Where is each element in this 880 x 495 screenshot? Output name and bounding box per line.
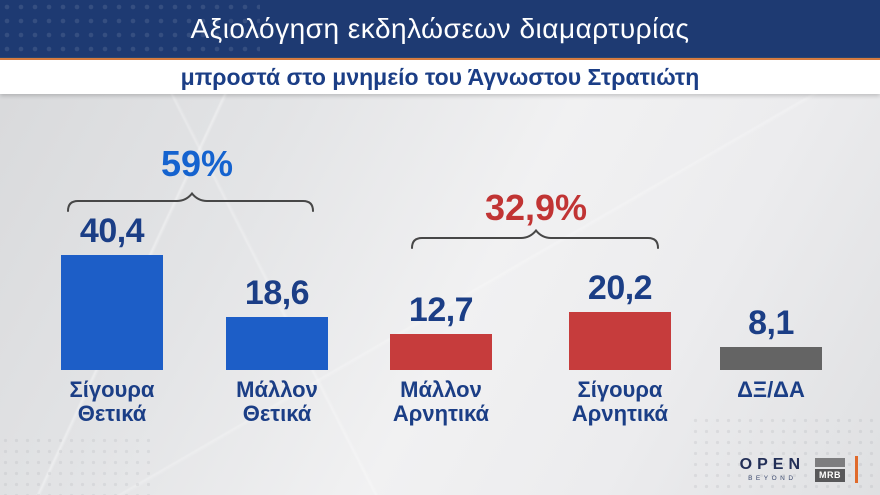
mrb-logo: MRB [815, 457, 845, 482]
bar-column-dxda: 8,1 [689, 306, 853, 370]
category-line: Μάλλον [236, 377, 318, 402]
open-logo-beyond-text: BEYOND [748, 475, 797, 482]
bar-value: 20,2 [587, 269, 653, 307]
category-line: Θετικά [77, 401, 147, 426]
page-title: Αξιολόγηση εκδηλώσεων διαμαρτυρίας [190, 12, 690, 44]
bar-value: 40,4 [79, 212, 145, 250]
bar-column-sigoura-thetika: 40,4 [30, 214, 194, 370]
orange-tick-mark [855, 456, 858, 483]
category-label: Μάλλον Αρνητικά [359, 378, 523, 426]
halftone-texture-right [690, 415, 880, 495]
category-label: Μάλλον Θετικά [195, 378, 359, 426]
branding: OPEN BEYOND MRB [740, 456, 858, 483]
category-line: Μάλλον [400, 377, 482, 402]
category-line: Σίγουρα [69, 377, 155, 402]
category-line: ΔΞ/ΔΑ [737, 377, 805, 402]
page-subtitle: μπροστά στο μνημείο του Άγνωστου Στρατιώ… [180, 63, 700, 90]
bar [390, 334, 492, 370]
category-label: ΔΞ/ΔΑ [689, 378, 853, 402]
category-line: Αρνητικά [571, 401, 669, 426]
header-band: Αξιολόγηση εκδηλώσεων διαμαρτυρίας [0, 0, 880, 57]
orange-divider [0, 57, 880, 60]
bar [226, 317, 328, 370]
subtitle-band: μπροστά στο μνημείο του Άγνωστου Στρατιώ… [0, 60, 880, 94]
category-line: Θετικά [242, 401, 312, 426]
open-logo-text: OPEN [739, 456, 805, 473]
halftone-texture-left [0, 435, 150, 495]
bar-value: 8,1 [748, 304, 794, 342]
group-total-positive: 59% [160, 143, 234, 184]
bar-column-sigoura-arnitika: 20,2 [538, 271, 702, 370]
mrb-logo-text: MRB [815, 468, 845, 482]
group-total-negative: 32,9% [484, 187, 588, 228]
bar [569, 312, 671, 370]
bar [61, 255, 163, 370]
category-line: Σίγουρα [577, 377, 663, 402]
category-label: Σίγουρα Αρνητικά [538, 378, 702, 426]
bar-column-mallon-thetika: 18,6 [195, 276, 359, 370]
bar-value: 12,7 [408, 291, 474, 329]
bracket-negative [411, 228, 659, 249]
bracket-positive [67, 191, 314, 212]
category-label: Σίγουρα Θετικά [30, 378, 194, 426]
open-tv-logo: OPEN BEYOND [739, 456, 805, 483]
bar-value: 18,6 [244, 274, 310, 312]
bar-column-mallon-arnitika: 12,7 [359, 293, 523, 370]
mrb-logo-bar [815, 457, 845, 467]
category-line: Αρνητικά [392, 401, 490, 426]
bar [720, 347, 822, 370]
